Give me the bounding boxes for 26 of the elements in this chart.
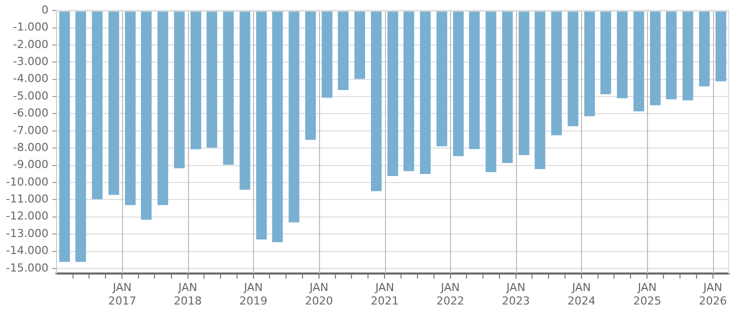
x-tick-label: JAN 2020: [304, 281, 333, 308]
y-tick-label: -5.000: [12, 89, 48, 102]
x-tick-label: JAN 2017: [108, 281, 136, 308]
x-tick-label: JAN 2019: [239, 281, 268, 308]
y-tick-label: -3.000: [12, 55, 48, 68]
x-tick-label: JAN 2025: [633, 281, 662, 308]
y-tick-label: -13.000: [6, 226, 48, 240]
x-tick-label: JAN 2026: [698, 281, 727, 308]
y-tick-label: -14.000: [6, 244, 48, 258]
y-tick-label: -11.000: [6, 192, 48, 206]
x-tick-label: JAN 2024: [567, 281, 596, 308]
y-tick-label: -4.000: [12, 72, 48, 86]
y-tick-label: -2.000: [12, 38, 48, 51]
y-tick-label: -6.000: [12, 106, 48, 120]
y-tick-label: -7.000: [12, 124, 48, 137]
x-tick-label: JAN 2022: [436, 281, 464, 308]
y-tick-label: -12.000: [6, 210, 48, 223]
y-tick-label: -8.000: [12, 140, 48, 154]
y-tick-label: -15.000: [6, 261, 48, 274]
x-tick-label: JAN 2023: [502, 281, 530, 308]
y-tick-label: 0: [41, 3, 48, 16]
x-tick-label: JAN 2018: [174, 281, 202, 308]
y-tick-label: -9.000: [12, 158, 48, 172]
x-tick-label: JAN 2021: [370, 281, 399, 308]
y-tick-label: -1.000: [12, 20, 48, 34]
y-tick-label: -10.000: [6, 175, 48, 188]
